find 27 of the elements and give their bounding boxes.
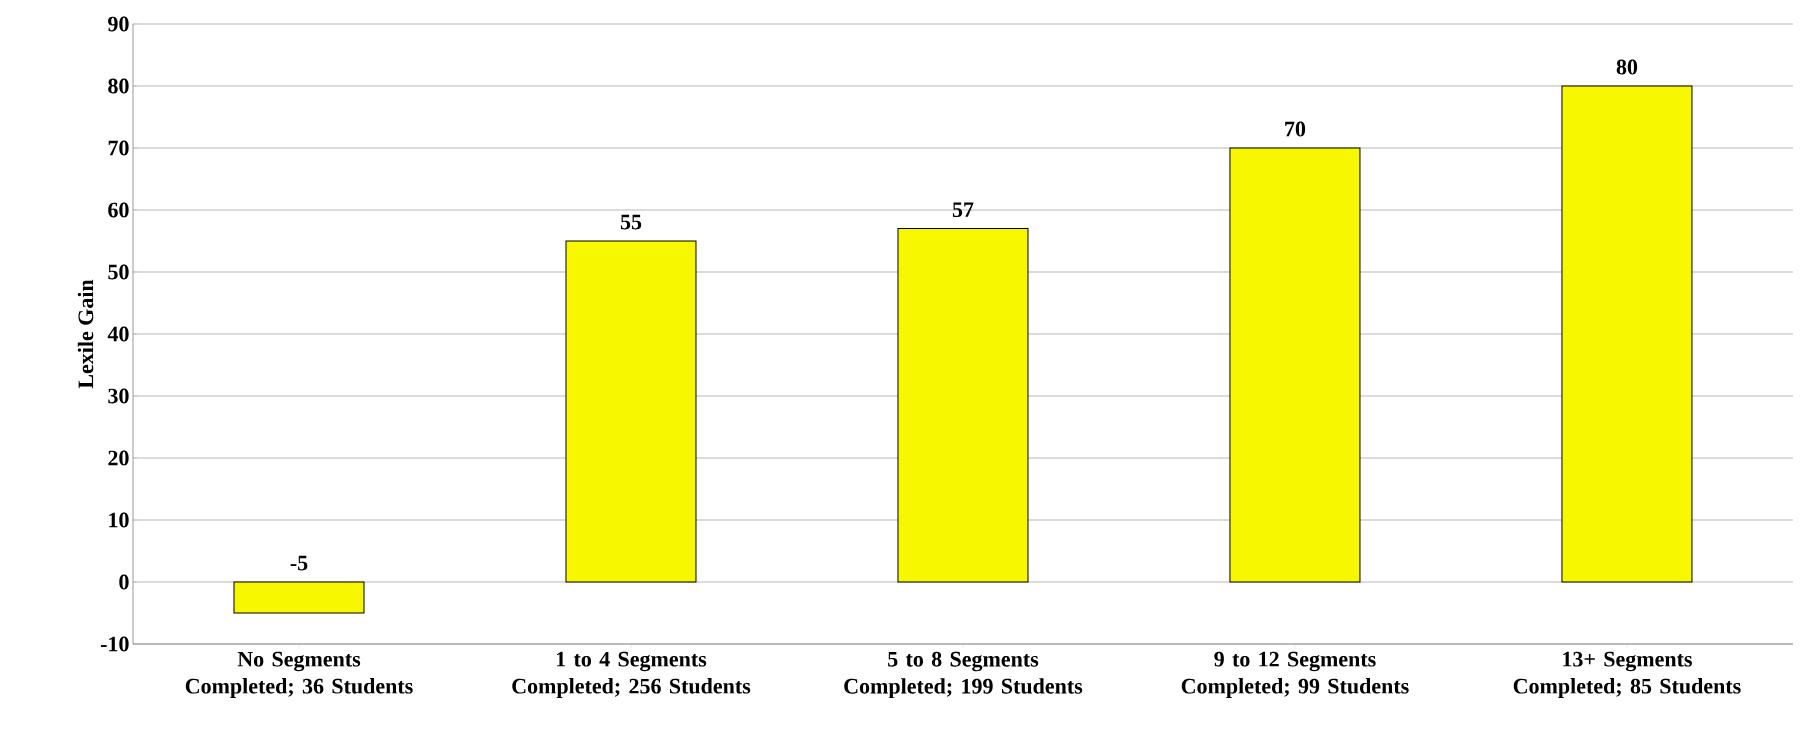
y-tick-label: 20 <box>108 450 129 466</box>
y-tick-label: 70 <box>108 140 129 156</box>
x-tick-label: 13+ Segments Completed; 85 Students <box>1513 651 1741 699</box>
y-tick-label: 10 <box>109 512 129 528</box>
x-tick-label: 9 to 12 Segments Completed; 99 Students <box>1181 651 1409 699</box>
bar <box>1561 85 1693 583</box>
y-tick-label: 80 <box>108 78 129 94</box>
data-label: 80 <box>1616 59 1638 75</box>
y-tick-label: -10 <box>100 636 129 652</box>
data-label: -5 <box>290 555 308 571</box>
data-label: 55 <box>620 214 642 230</box>
x-tick-label: 5 to 8 Segments Completed; 199 Students <box>844 651 1083 699</box>
y-tick-label: 40 <box>107 326 129 342</box>
y-tick-label: 60 <box>108 202 129 218</box>
bar <box>565 240 697 583</box>
y-tick-label: 30 <box>108 388 129 404</box>
data-label: 70 <box>1285 121 1306 137</box>
bar <box>897 228 1029 583</box>
y-axis-title: Lexile Gain <box>77 279 94 389</box>
y-tick-label: 90 <box>108 16 129 32</box>
y-tick-label: 0 <box>119 574 129 590</box>
x-tick-label: No Segments Completed; 36 Students <box>185 651 413 699</box>
bar <box>233 581 365 614</box>
data-label: 57 <box>952 202 974 218</box>
x-tick-label: 1 to 4 Segments Completed; 256 Students <box>512 651 751 699</box>
y-tick-label: 50 <box>108 264 129 280</box>
bar <box>1229 147 1361 583</box>
